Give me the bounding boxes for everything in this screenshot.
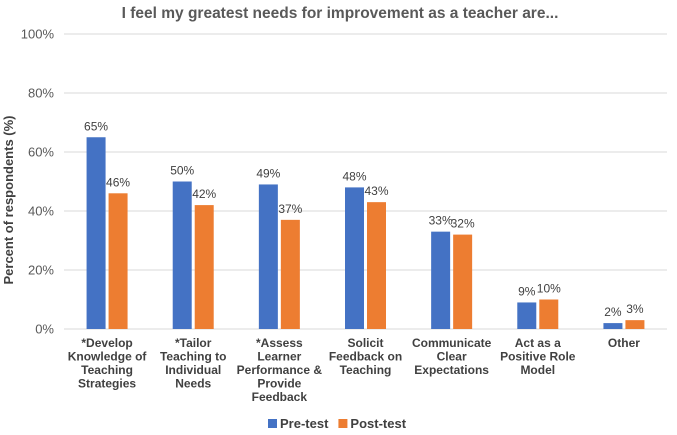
bar-pre-test xyxy=(86,137,106,329)
bar-post-test xyxy=(280,219,300,329)
y-tick-label: 60% xyxy=(28,145,54,160)
bar-post-test xyxy=(453,234,473,329)
bar-pre-test xyxy=(431,231,451,329)
data-label: 49% xyxy=(256,166,280,180)
legend-label: Post-test xyxy=(350,416,406,431)
data-label: 43% xyxy=(364,184,388,198)
legend: Pre-test Post-test xyxy=(268,416,407,431)
category-label: *Tailor Teaching to Individual Needs xyxy=(160,336,226,391)
data-label: 33% xyxy=(429,214,453,228)
y-tick-label: 80% xyxy=(28,86,54,101)
data-label: 48% xyxy=(342,169,366,183)
y-tick-label: 100% xyxy=(21,27,55,42)
bar-post-test xyxy=(367,202,386,329)
bar-pre-test xyxy=(603,323,623,329)
y-tick-labels: 0% 20% 40% 60% 80% 100% xyxy=(21,27,55,337)
y-axis-label: Percent of respondents (%) xyxy=(1,115,16,284)
data-label: 37% xyxy=(278,202,302,216)
category-label: *Develop Knowledge of Teaching Strategies xyxy=(68,336,148,391)
data-label: 42% xyxy=(192,187,216,201)
category-label: *Assess Learner Performance & Provide Feedba… xyxy=(237,336,323,404)
y-tick-label: 0% xyxy=(35,322,54,337)
bar-pre-test xyxy=(345,187,364,329)
bar-post-test xyxy=(539,299,559,329)
legend-swatch xyxy=(338,419,348,428)
bar-post-test xyxy=(625,320,645,329)
data-labels: 65% 50% 49% 48% 33% 9% 2% 46% 42% 37% 43% 32% 10% 3% xyxy=(84,119,644,319)
data-label: 2% xyxy=(604,305,622,319)
y-tick-label: 20% xyxy=(28,263,54,278)
data-label: 10% xyxy=(537,282,561,296)
bar-pre-test xyxy=(517,302,537,329)
data-label: 32% xyxy=(451,217,475,231)
chart-title: I feel my greatest needs for improvement… xyxy=(122,5,559,22)
legend-label: Pre-test xyxy=(280,416,329,431)
category-label: Solicit Feedback on Teaching xyxy=(329,336,402,377)
category-label: Communicate Clear Expectations xyxy=(412,336,492,377)
bars xyxy=(86,137,645,329)
data-label: 3% xyxy=(626,302,644,316)
legend-swatch xyxy=(268,419,277,428)
bar-post-test xyxy=(194,205,214,329)
data-label: 46% xyxy=(106,175,130,189)
category-label: Other xyxy=(608,336,640,350)
bar-pre-test xyxy=(258,184,278,329)
category-labels: *Develop Knowledge of Teaching Strategies*T… xyxy=(68,336,641,404)
bar-pre-test xyxy=(172,181,192,329)
data-label: 50% xyxy=(170,164,194,178)
y-tick-label: 40% xyxy=(28,204,54,219)
data-label: 9% xyxy=(518,284,536,298)
data-label: 65% xyxy=(84,119,108,133)
gridlines xyxy=(64,33,667,330)
bar-post-test xyxy=(108,193,128,329)
category-label: Act as a Positive Role Model xyxy=(500,336,576,377)
